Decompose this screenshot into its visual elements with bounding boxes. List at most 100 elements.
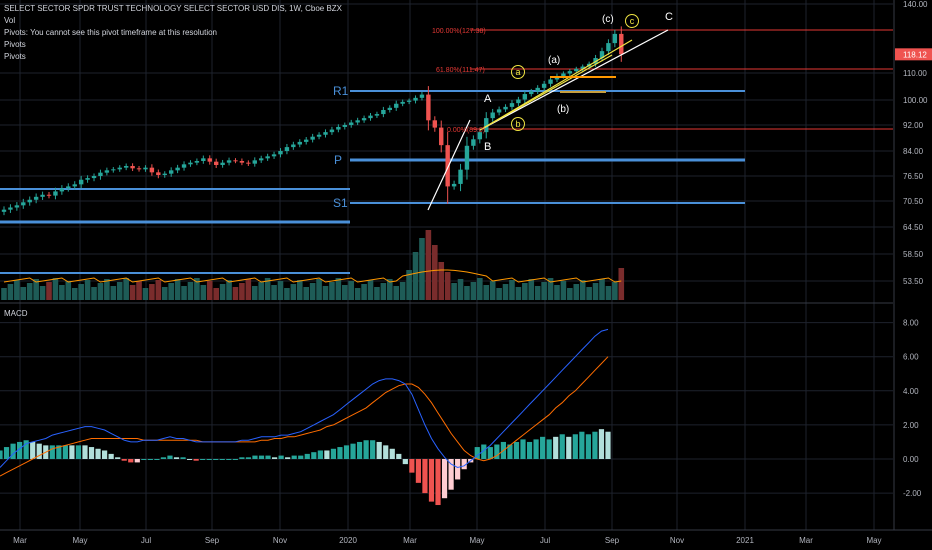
trendline-yellow-2 <box>479 54 613 131</box>
price-tick-label: 92.00 <box>903 121 924 130</box>
candle-body <box>490 112 495 119</box>
volume-bar <box>567 288 573 300</box>
candle-body <box>355 120 360 123</box>
macd-hist-bar <box>232 459 238 460</box>
volume-bar <box>457 279 464 300</box>
macd-hist-bar <box>206 459 212 460</box>
wave-a-paren: (a) <box>548 55 560 66</box>
macd-hist-bar <box>409 459 415 473</box>
wave-A: A <box>484 93 492 105</box>
macd-hist-bar <box>226 459 232 460</box>
chart-title: SELECT SECTOR SPDR TRUST TECHNOLOGY SELE… <box>4 4 343 13</box>
wave-a_circ-ring <box>511 65 525 79</box>
pivot-levels <box>0 90 745 274</box>
candle-body <box>496 109 502 113</box>
candle-body <box>233 160 238 162</box>
macd-hist-bar <box>474 447 480 459</box>
candle-body <box>304 139 309 142</box>
macd-hist-bar <box>350 443 356 459</box>
volume-bar <box>367 280 374 300</box>
volume-bar <box>361 284 367 300</box>
annotation-labels: R1 P S1 100.00%(127.38) 61.80%(111.47) 0.00%(… <box>333 11 673 210</box>
candle-body <box>213 161 219 165</box>
volume-bar <box>136 281 142 300</box>
macd-hist-bar <box>520 439 526 459</box>
candle-body <box>53 191 58 196</box>
volume-bar <box>232 287 239 300</box>
macd-hist-bar <box>330 448 337 459</box>
macd-hist-bar <box>17 441 23 459</box>
macd-hist-bar <box>69 445 75 459</box>
macd-hist-bar <box>75 445 82 459</box>
candle-body <box>387 107 392 110</box>
candle-body <box>567 71 573 74</box>
volume-bar <box>477 278 483 300</box>
macd-hist-bar <box>95 448 101 459</box>
macd-hist-bar <box>82 445 88 459</box>
candle-body <box>612 33 618 44</box>
macd-hist-bar <box>566 436 572 459</box>
wave-C: C <box>665 11 673 23</box>
volume-bar <box>65 281 72 300</box>
candle-body <box>111 169 116 171</box>
time-tick-label: Jul <box>540 536 550 545</box>
volume-bar <box>277 281 284 300</box>
macd-hist-bar <box>265 455 271 459</box>
volume-bar <box>592 283 599 300</box>
candle-body <box>78 179 84 185</box>
volume-bar <box>194 278 200 300</box>
macd-hist-bar <box>245 457 252 459</box>
volume-bar <box>161 287 168 300</box>
price-tick-label: 53.50 <box>903 277 924 286</box>
volume-bar <box>213 288 219 300</box>
macd-hist-bar <box>252 455 258 459</box>
candle-body <box>207 158 212 162</box>
fib-100-label: 100.00%(127.38) <box>432 28 486 35</box>
wave-c-paren: (c) <box>602 14 614 25</box>
volume-bar <box>554 285 560 300</box>
volume-bar <box>515 287 522 300</box>
candle-body <box>46 194 52 196</box>
candle-body <box>220 162 225 165</box>
wave-b_circ: b <box>515 119 520 129</box>
macd-hist-bar <box>513 441 520 459</box>
candle-body <box>516 99 521 104</box>
volume-bar <box>374 287 380 300</box>
candle-body <box>574 68 579 72</box>
volume-bar <box>91 287 97 300</box>
candle-body <box>136 168 142 170</box>
macd-hist-bar <box>271 457 278 459</box>
candle-body <box>265 156 270 159</box>
volume-bar <box>329 282 335 300</box>
wave-c_circ: c <box>630 16 635 26</box>
trendline-a <box>427 119 471 211</box>
candle-body <box>27 199 32 203</box>
macd-hist-bar <box>258 455 265 459</box>
macd-tick-label: 0.00 <box>903 455 919 464</box>
macd-hist-bar <box>134 459 140 463</box>
macd-hist-bar <box>180 457 186 459</box>
volume-bar <box>129 285 136 300</box>
macd-hist-bar <box>494 444 500 459</box>
macd-hist-bar <box>10 443 16 459</box>
candle-body <box>162 173 167 175</box>
macd-hist-bar <box>572 434 578 459</box>
volume-bar <box>97 283 104 300</box>
price-tick-label: 70.50 <box>903 197 924 206</box>
volume-bar <box>110 286 117 300</box>
macd-hist-bar <box>461 459 467 470</box>
volume-bar <box>393 286 400 300</box>
volume-bar <box>387 279 393 300</box>
volume-bar <box>432 245 438 300</box>
volume-bar <box>502 284 509 300</box>
macd-hist-bar <box>363 440 369 459</box>
macd-hist-bar <box>343 445 350 459</box>
volume-bar <box>303 287 310 300</box>
macd-title: MACD <box>4 309 28 318</box>
candle-body <box>439 127 444 146</box>
macd-hist-bar <box>402 459 408 465</box>
macd-hist-bar <box>173 457 180 459</box>
macd-hist-bar <box>441 459 448 499</box>
wave-B: B <box>484 141 491 153</box>
volume-bar <box>7 284 14 300</box>
